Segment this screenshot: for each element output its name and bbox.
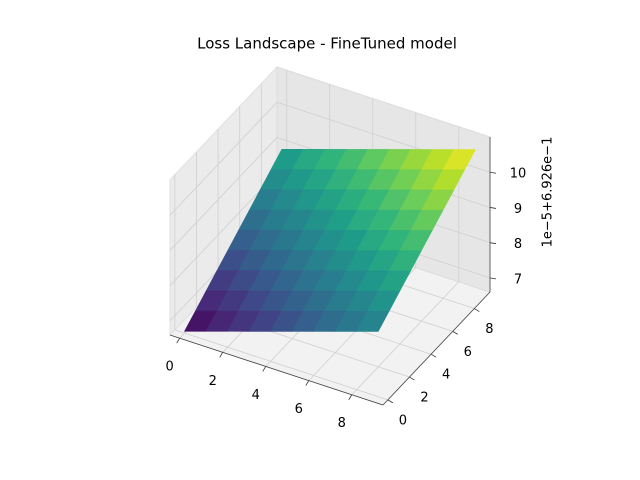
z-tick-label: 7: [514, 272, 522, 287]
tick-mark: [430, 353, 437, 358]
tick-mark: [474, 308, 480, 312]
y-tick-label: 8: [485, 322, 493, 337]
y-tick-label: 0: [399, 413, 407, 428]
y-tick-label: 6: [464, 345, 472, 360]
tick-mark: [489, 207, 497, 209]
tick-mark: [409, 376, 415, 381]
grid-line: [174, 329, 388, 401]
tick-mark: [305, 380, 310, 386]
tick-mark: [452, 331, 458, 335]
chart-title: Loss Landscape - FineTuned model: [197, 35, 457, 53]
z-tick-label: 8: [514, 237, 522, 252]
axis-line: [382, 291, 491, 406]
y-tick-label: 4: [442, 368, 450, 383]
x-tick-label: 6: [295, 402, 303, 417]
tick-mark: [387, 399, 394, 404]
z-tick-label: 9: [514, 202, 522, 217]
grid-line: [169, 101, 278, 216]
tick-mark: [176, 337, 181, 344]
tick-mark: [219, 352, 224, 358]
x-tick-label: 2: [209, 374, 217, 389]
grid-line: [169, 137, 278, 251]
x-tick-label: 0: [166, 360, 174, 375]
surface-face: [356, 310, 390, 332]
tick-mark: [489, 242, 497, 245]
grid-line: [351, 281, 460, 396]
x-tick-label: 8: [338, 416, 346, 431]
tick-mark: [489, 277, 497, 280]
z-tick-label: 10: [510, 167, 527, 182]
tick-mark: [348, 394, 353, 400]
x-tick-label: 4: [252, 388, 260, 403]
tick-mark: [489, 171, 497, 174]
y-tick-label: 2: [420, 391, 428, 406]
axis-line: [169, 334, 384, 406]
tick-mark: [262, 366, 267, 372]
z-offset-label: 1e−5+6.926e−1: [541, 137, 556, 248]
